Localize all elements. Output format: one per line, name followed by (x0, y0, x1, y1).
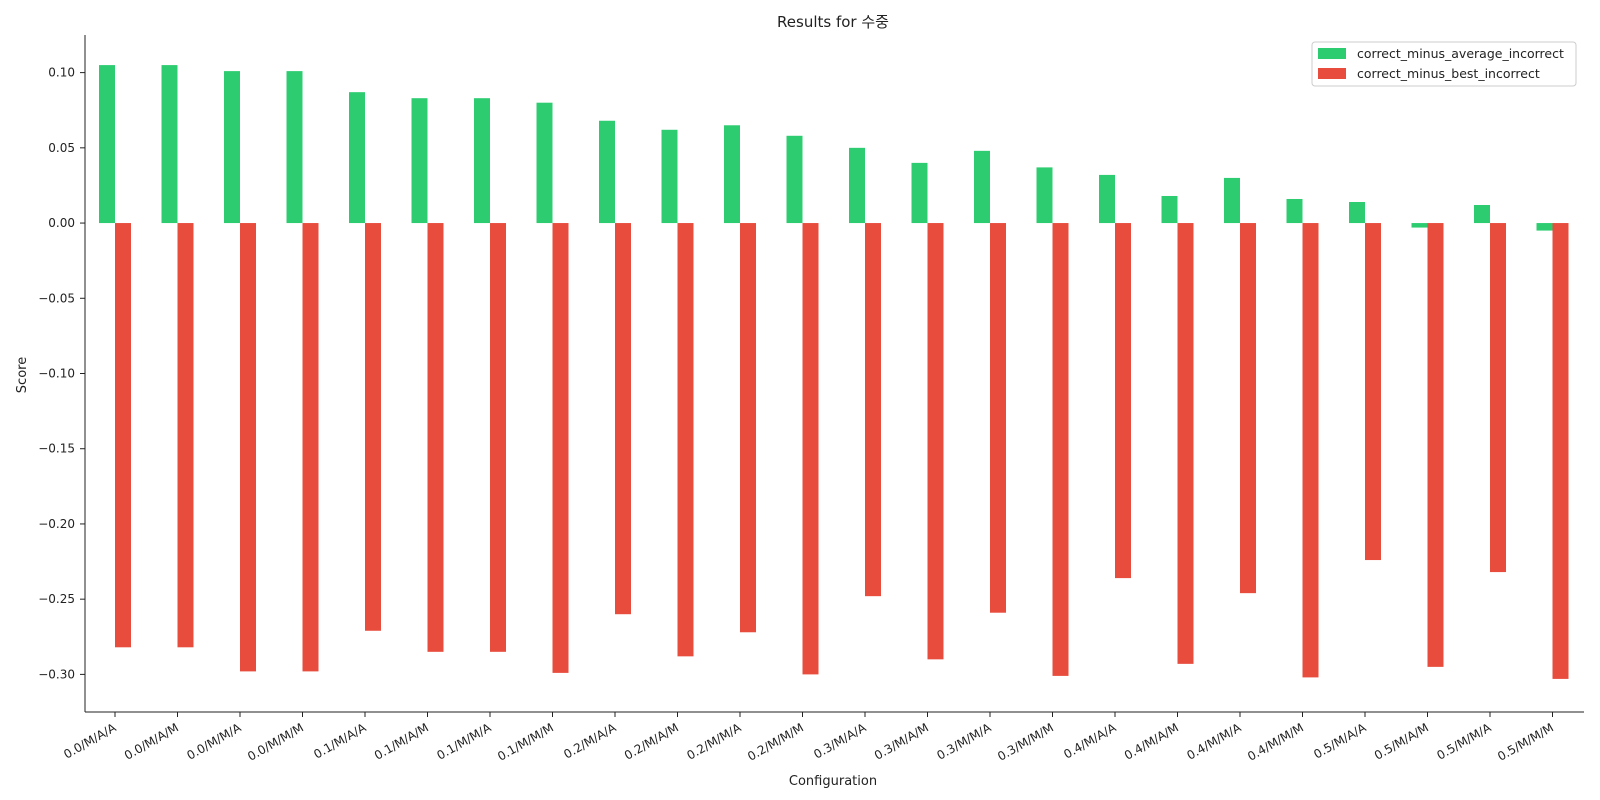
y-tick-label: 0.00 (48, 216, 75, 230)
bar-average-6 (474, 98, 490, 224)
x-tick-label: 0.4/M/M/A (1184, 720, 1244, 763)
bar-best-9 (677, 223, 694, 657)
bar-best-5 (427, 223, 444, 652)
legend-label-average: correct_minus_average_incorrect (1357, 46, 1564, 61)
bar-best-10 (740, 223, 756, 633)
bar-best-0 (115, 223, 131, 648)
bar-best-21 (1427, 223, 1444, 667)
bar-average-13 (911, 162, 928, 224)
bar-average-4 (349, 92, 365, 224)
y-tick-label: −0.15 (38, 442, 75, 456)
legend-swatch-average (1318, 48, 1346, 59)
y-tick-label: −0.30 (38, 667, 75, 681)
y-tick-label: −0.20 (38, 517, 75, 531)
bar-best-8 (615, 223, 631, 615)
x-tick-label: 0.1/M/A/A (311, 720, 369, 762)
bar-average-0 (99, 65, 115, 224)
x-tick-label: 0.1/M/A/M (372, 720, 431, 762)
bar-best-18 (1240, 223, 1256, 594)
bar-average-1 (161, 65, 178, 224)
x-tick-label: 0.5/M/A/M (1372, 720, 1431, 762)
bar-best-17 (1177, 223, 1194, 664)
y-tick-label: −0.05 (38, 291, 75, 305)
x-tick-label: 0.1/M/M/A (434, 720, 494, 763)
x-tick-label: 0.3/M/A/A (811, 720, 869, 762)
x-tick-label: 0.0/M/M/M (245, 720, 306, 763)
bar-average-18 (1224, 177, 1240, 224)
y-axis-label: Score (15, 357, 30, 393)
x-ticks-group: 0.0/M/A/A 0.0/M/A/M 0.0/M/M/A 0.0/M/M/M 0.1/… (61, 712, 1556, 764)
x-tick-label: 0.4/M/A/A (1061, 720, 1119, 762)
bar-best-15 (1052, 223, 1069, 676)
bar-average-17 (1161, 195, 1178, 224)
x-tick-label: 0.1/M/M/M (495, 720, 556, 763)
x-tick-label: 0.0/M/A/M (122, 720, 181, 762)
chart-title: Results for 수중 (777, 13, 889, 31)
x-tick-label: 0.2/M/M/A (684, 720, 744, 763)
x-axis-label: Configuration (789, 774, 877, 789)
bar-average-8 (599, 120, 615, 224)
x-tick-label: 0.4/M/M/M (1245, 720, 1306, 763)
bar-best-19 (1302, 223, 1319, 678)
bar-best-13 (927, 223, 944, 660)
bar-average-11 (786, 135, 803, 224)
bar-average-9 (661, 129, 678, 224)
legend-swatch-best (1318, 68, 1346, 79)
bar-average-14 (974, 150, 990, 224)
bar-best-23 (1552, 223, 1569, 679)
x-tick-label: 0.0/M/A/A (61, 720, 119, 762)
legend-label-best: correct_minus_best_incorrect (1357, 66, 1540, 81)
x-tick-label: 0.2/M/M/M (745, 720, 806, 763)
bar-best-4 (365, 223, 381, 631)
legend: correct_minus_average_incorrect correct_… (1311, 41, 1577, 87)
x-tick-label: 0.3/M/M/M (995, 720, 1056, 763)
x-tick-label: 0.5/M/M/A (1434, 720, 1494, 763)
y-tick-label: 0.05 (48, 141, 75, 155)
bar-average-2 (224, 71, 240, 224)
x-tick-label: 0.5/M/M/M (1495, 720, 1556, 763)
y-ticks-group: 0.10 0.05 0.00 −0.05 −0.10 −0.15 −0.20 −0.25 −0.… (38, 66, 85, 681)
bar-average-12 (849, 147, 865, 224)
bar-best-6 (490, 223, 506, 652)
bar-best-7 (552, 223, 569, 673)
bar-best-16 (1115, 223, 1131, 579)
bar-best-14 (990, 223, 1006, 613)
bar-average-21 (1411, 223, 1428, 228)
bar-best-20 (1365, 223, 1381, 561)
bar-average-19 (1286, 198, 1303, 224)
bar-best-1 (177, 223, 194, 648)
bar-average-15 (1036, 167, 1053, 224)
bar-average-16 (1099, 174, 1115, 224)
bar-best-22 (1490, 223, 1506, 573)
x-tick-label: 0.2/M/A/A (561, 720, 619, 762)
y-tick-label: −0.10 (38, 367, 75, 381)
bar-best-3 (302, 223, 319, 672)
bar-average-7 (536, 102, 553, 224)
x-tick-label: 0.4/M/A/M (1122, 720, 1181, 762)
x-tick-label: 0.3/M/M/A (934, 720, 994, 763)
y-tick-label: 0.10 (48, 66, 75, 80)
bar-best-11 (802, 223, 819, 675)
bar-best-12 (865, 223, 881, 597)
x-tick-label: 0.2/M/A/M (622, 720, 681, 762)
y-tick-label: −0.25 (38, 592, 75, 606)
bar-average-20 (1349, 201, 1365, 224)
x-tick-label: 0.3/M/A/M (872, 720, 931, 762)
x-tick-label: 0.5/M/A/A (1311, 720, 1369, 762)
bar-average-5 (411, 98, 428, 224)
legend-box (1311, 41, 1577, 87)
bar-average-3 (286, 71, 303, 224)
bar-average-23 (1536, 223, 1553, 231)
bars-group (99, 65, 1569, 679)
bar-average-22 (1474, 205, 1490, 224)
x-tick-label: 0.0/M/M/A (184, 720, 244, 763)
bar-average-10 (724, 125, 740, 224)
bar-best-2 (240, 223, 256, 672)
